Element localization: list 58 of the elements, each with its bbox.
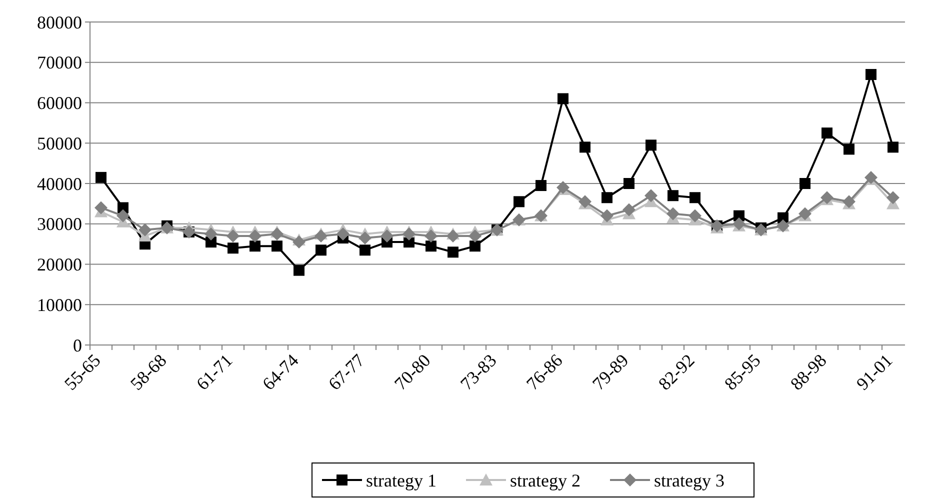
point [668, 190, 678, 202]
point [248, 229, 262, 242]
y-tick-label: 60000 [37, 93, 82, 114]
point [336, 227, 350, 240]
point [424, 229, 438, 242]
point [644, 189, 658, 202]
point [688, 209, 702, 222]
y-tick-label: 40000 [37, 174, 82, 194]
point [250, 240, 260, 252]
point [602, 192, 612, 204]
y-tick-label: 10000 [37, 294, 82, 315]
point [204, 227, 218, 240]
point [314, 229, 328, 242]
point [426, 240, 436, 252]
point [866, 68, 876, 80]
point [226, 229, 240, 242]
point [800, 178, 810, 189]
point [844, 144, 854, 155]
point [446, 229, 460, 242]
point [380, 229, 394, 242]
legend-label: strategy 2 [510, 470, 580, 490]
y-tick-label: 80000 [37, 12, 82, 32]
legend-label: strategy 1 [366, 470, 436, 490]
point [468, 229, 482, 242]
point [558, 93, 568, 104]
point [138, 223, 152, 236]
point [360, 244, 370, 256]
y-tick-label: 20000 [37, 254, 82, 275]
point [272, 240, 282, 252]
point [228, 242, 238, 254]
point [514, 196, 524, 208]
point [358, 232, 372, 245]
y-tick-label: 0 [73, 335, 82, 356]
point [470, 240, 480, 252]
point [646, 140, 656, 151]
point [888, 142, 898, 153]
y-tick-label: 30000 [37, 214, 82, 234]
y-tick-label: 70000 [37, 52, 82, 73]
point [536, 180, 546, 192]
point [316, 244, 326, 256]
point [622, 203, 636, 216]
y-tick-label: 50000 [37, 133, 82, 154]
point [822, 128, 832, 139]
point [270, 227, 284, 240]
point [96, 172, 106, 183]
point [402, 227, 416, 240]
point [690, 192, 700, 204]
point [116, 209, 130, 222]
point [886, 191, 900, 204]
point [666, 207, 680, 220]
point [580, 142, 590, 153]
point [294, 264, 304, 276]
legend-label: strategy 3 [654, 470, 724, 490]
point [624, 178, 634, 189]
point [292, 236, 306, 249]
point [600, 209, 614, 222]
point [448, 246, 458, 258]
point [94, 201, 108, 214]
